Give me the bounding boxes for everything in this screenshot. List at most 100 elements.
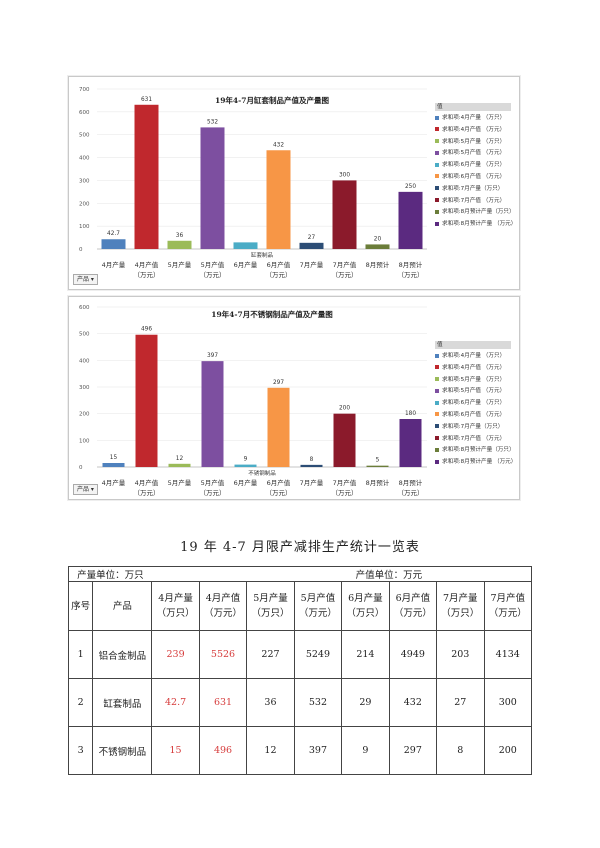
chart2-category-label: 4月产值 [135, 478, 159, 487]
chart1-tick-label: 100 [79, 224, 90, 230]
chart1-category-label: （万元） [134, 271, 160, 279]
chart1-data-label: 300 [339, 172, 350, 178]
chart1-category-label: （万元） [266, 271, 292, 279]
column-header-text: 序号 [71, 600, 91, 612]
chart1-tick-label: 200 [79, 201, 90, 207]
chart1-bar [365, 244, 390, 249]
legend-item: 求和项:4月产值 （万元） [435, 125, 511, 137]
legend-item: 求和项:6月产量 （万只） [435, 160, 511, 172]
table-cell: 9 [341, 726, 390, 775]
chart1-category-label: （万元） [200, 271, 226, 279]
table-row: 1 铝合金制品 239 5526 227 5249 214 4949 203 4134 [67, 630, 533, 679]
chart2-category-label: 5月产值 [201, 478, 225, 487]
legend-header: 值 [435, 103, 511, 111]
chart2-data-label: 9 [244, 457, 248, 463]
chart2-bar [201, 361, 224, 467]
chart2-tick-label: 200 [79, 412, 90, 418]
table-cell: 1 [67, 630, 94, 679]
unit-left: 产量单位：万只 [67, 566, 152, 582]
chart1-bar [167, 240, 192, 249]
chart1-category-label: 6月产量 [234, 260, 258, 269]
legend-item: 求和项:8月预计产量 （万元） [435, 219, 516, 231]
legend-item: 求和项:4月产值 （万元） [435, 363, 511, 375]
table-cell: 不锈钢制品 [92, 726, 153, 775]
legend-label: 求和项:6月产值 （万元） [442, 173, 506, 180]
table-cell: 缸套制品 [92, 678, 153, 727]
chart1-bar [134, 104, 159, 250]
table-cell: 203 [436, 630, 485, 679]
column-header-text: 5月产量 [253, 593, 288, 604]
chart2-category-label: 4月产量 [102, 478, 126, 487]
legend-item: 求和项:8月预计产量（万只） [435, 207, 515, 219]
chart-cylinder-liner: 19年4-7月缸套制品产值及产量图 0 100 200 300 400 500 600 700 4… [68, 76, 520, 290]
chart1-title: 19年4-7月缸套制品产值及产量图 [215, 95, 329, 105]
chart-stainless-steel: 19年4-7月不锈钢制品产值及产量图 0 100 200 300 400 500 600 15 4… [68, 296, 520, 500]
table-cell: 300 [483, 678, 533, 727]
table-cell: 2 [67, 678, 94, 727]
unit-right: 产值单位：万元 [246, 566, 532, 582]
column-header-text: （万只） [346, 608, 385, 619]
chart1-bar [200, 127, 225, 249]
legend-label: 求和项:4月产值 （万元） [442, 126, 506, 133]
legend-swatch [435, 186, 439, 191]
chart1-category-label: （万元） [332, 271, 358, 279]
table-cell: 42.7 [151, 678, 200, 727]
chart1-category-label: 4月产值 [135, 260, 159, 269]
legend-item: 求和项:5月产量 （万只） [435, 375, 511, 387]
chart2-category-label: （万元） [398, 489, 424, 497]
table-cell: 496 [198, 726, 248, 775]
unit-spacer [151, 566, 247, 582]
chart1-tick-label: 700 [79, 87, 90, 93]
column-header: 5月产值 （万元） [293, 581, 343, 631]
column-header-text: 7月产值 [490, 593, 526, 604]
column-header: 4月产值 （万元） [198, 581, 248, 631]
legend-item: 求和项:5月产值 （万元） [435, 148, 511, 160]
legend-header: 值 [435, 341, 511, 349]
unit-row: 产量单位：万只 产值单位：万元 [67, 566, 532, 582]
legend-item: 求和项:7月产量（万只） [435, 184, 511, 196]
table-cell: 29 [341, 678, 390, 727]
chart1-data-label: 42.7 [107, 231, 120, 237]
legend-item: 求和项:7月产值 （万元） [435, 434, 511, 446]
legend-label: 求和项:7月产值 （万元） [442, 435, 506, 442]
chart1-category-label: 8月预计 [366, 260, 390, 269]
legend-swatch [435, 139, 439, 144]
legend-label: 求和项:6月产值 （万元） [442, 411, 506, 418]
legend-label: 求和项:8月预计产量 （万元） [442, 221, 517, 228]
legend-swatch [435, 412, 439, 417]
legend-item: 求和项:7月产量（万只） [435, 422, 511, 434]
table-cell: 214 [341, 630, 390, 679]
chart2-category-label: （万元） [332, 489, 358, 497]
chart2-tick-label: 600 [79, 305, 90, 311]
chart2-category-label: 5月产量 [168, 478, 192, 487]
legend-swatch [435, 365, 439, 370]
legend-item: 求和项:4月产量 （万只） [435, 113, 511, 125]
chart2-bar [267, 387, 290, 467]
table-cell: 8 [436, 726, 485, 775]
legend-label: 求和项:4月产量 （万只） [442, 353, 506, 359]
chart2-data-label: 297 [273, 380, 284, 386]
legend-label: 求和项:5月产值 （万元） [442, 150, 506, 157]
table-cell: 3 [67, 726, 94, 775]
chart1-tick-label: 300 [79, 178, 90, 184]
table-cell: 397 [293, 726, 343, 775]
chart-cylinder-liner-legend: 值求和项:4月产量 （万只） 求和项:4月产值 （万元） 求和项:5月产量 （万只）… [435, 103, 516, 231]
chart2-group-label: 不锈钢制品 [248, 469, 276, 477]
column-header: 4月产量 （万只） [151, 581, 200, 631]
legend-label: 求和项:4月产量 （万只） [442, 115, 506, 121]
chart2-bar [168, 463, 191, 467]
legend-swatch [435, 174, 439, 179]
chart2-bar [300, 464, 323, 467]
legend-item: 求和项:5月产值 （万元） [435, 386, 511, 398]
chart1-category-label: 4月产量 [102, 260, 126, 269]
product-filter-button[interactable]: 产品 ▾ [73, 274, 98, 285]
chart2-category-label: 7月产量 [300, 478, 324, 487]
chart1-category-label: 8月预计 [399, 260, 423, 269]
table-cell: 239 [151, 630, 200, 679]
product-filter-button-2[interactable]: 产品 ▾ [73, 484, 98, 495]
chart2-data-label: 8 [310, 457, 314, 463]
legend-swatch [435, 436, 439, 441]
legend-swatch [435, 115, 439, 120]
chart-stainless-steel-svg: 19年4-7月不锈钢制品产值及产量图 0 100 200 300 400 500 600 15 4… [79, 305, 427, 497]
chart1-category-label: 7月产量 [300, 260, 324, 269]
